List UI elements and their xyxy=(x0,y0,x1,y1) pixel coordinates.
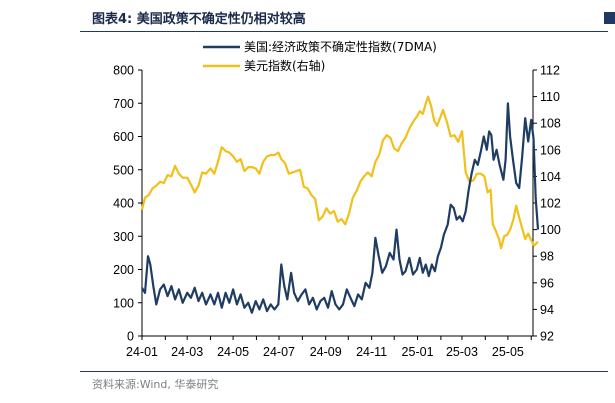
chart-title: 图表4: 美国政策不确定性仍相对较高 xyxy=(92,12,306,27)
y-left-tick-label: 0 xyxy=(127,330,134,344)
x-tick-label: 24-03 xyxy=(171,345,203,359)
axes-layer: 0 100 200 300 400 500 600 700 800 92 94 96 98 100 102 1… xyxy=(113,64,561,360)
legend-label-dxy: 美元指数(右轴) xyxy=(244,58,325,73)
adjacent-panel-marker xyxy=(604,12,615,24)
x-tick-label: 25-05 xyxy=(492,345,524,359)
x-tick-label: 24-05 xyxy=(217,345,249,359)
y-left-tick-label: 600 xyxy=(113,130,134,144)
x-tick-label: 24-07 xyxy=(263,345,295,359)
x-tick-label: 24-11 xyxy=(356,345,387,359)
y-right-tick-label: 106 xyxy=(540,143,561,157)
y-left-tick-label: 800 xyxy=(113,64,134,78)
y-right-tick-label: 94 xyxy=(540,303,554,317)
y-left-tick-label: 400 xyxy=(113,197,134,211)
source-note: 资料来源:Wind, 华泰研究 xyxy=(92,378,219,391)
x-tick-label: 24-09 xyxy=(310,345,342,359)
x-tick-label: 25-01 xyxy=(402,345,434,359)
legend-label-epu: 美国:经济政策不确定性指数(7DMA) xyxy=(244,39,437,54)
title-divider xyxy=(80,31,608,32)
y-left-tick-label: 200 xyxy=(113,263,134,277)
y-right-tick-label: 98 xyxy=(540,250,554,264)
x-tick-label: 24-01 xyxy=(126,345,158,359)
y-right-tick-label: 104 xyxy=(540,170,561,184)
y-right-tick-label: 100 xyxy=(540,223,561,237)
y-left-tick-label: 100 xyxy=(113,296,134,310)
y-right-tick-label: 96 xyxy=(540,276,554,290)
y-left-tick-label: 300 xyxy=(113,230,134,244)
y-right-tick-label: 92 xyxy=(540,330,554,344)
y-left-tick-label: 500 xyxy=(113,163,134,177)
series-line-dxy xyxy=(140,95,539,250)
y-right-tick-label: 110 xyxy=(540,90,560,104)
series-layer xyxy=(140,95,540,314)
x-tick-label: 25-03 xyxy=(446,345,478,359)
y-left-tick-label: 700 xyxy=(113,97,134,111)
source-divider xyxy=(80,371,608,372)
legend: 美国:经济政策不确定性指数(7DMA) 美元指数(右轴) xyxy=(203,39,437,73)
series-line-epu xyxy=(141,102,540,314)
y-right-tick-label: 108 xyxy=(540,117,561,131)
y-right-tick-label: 112 xyxy=(540,64,560,78)
y-right-tick-label: 102 xyxy=(540,197,561,211)
